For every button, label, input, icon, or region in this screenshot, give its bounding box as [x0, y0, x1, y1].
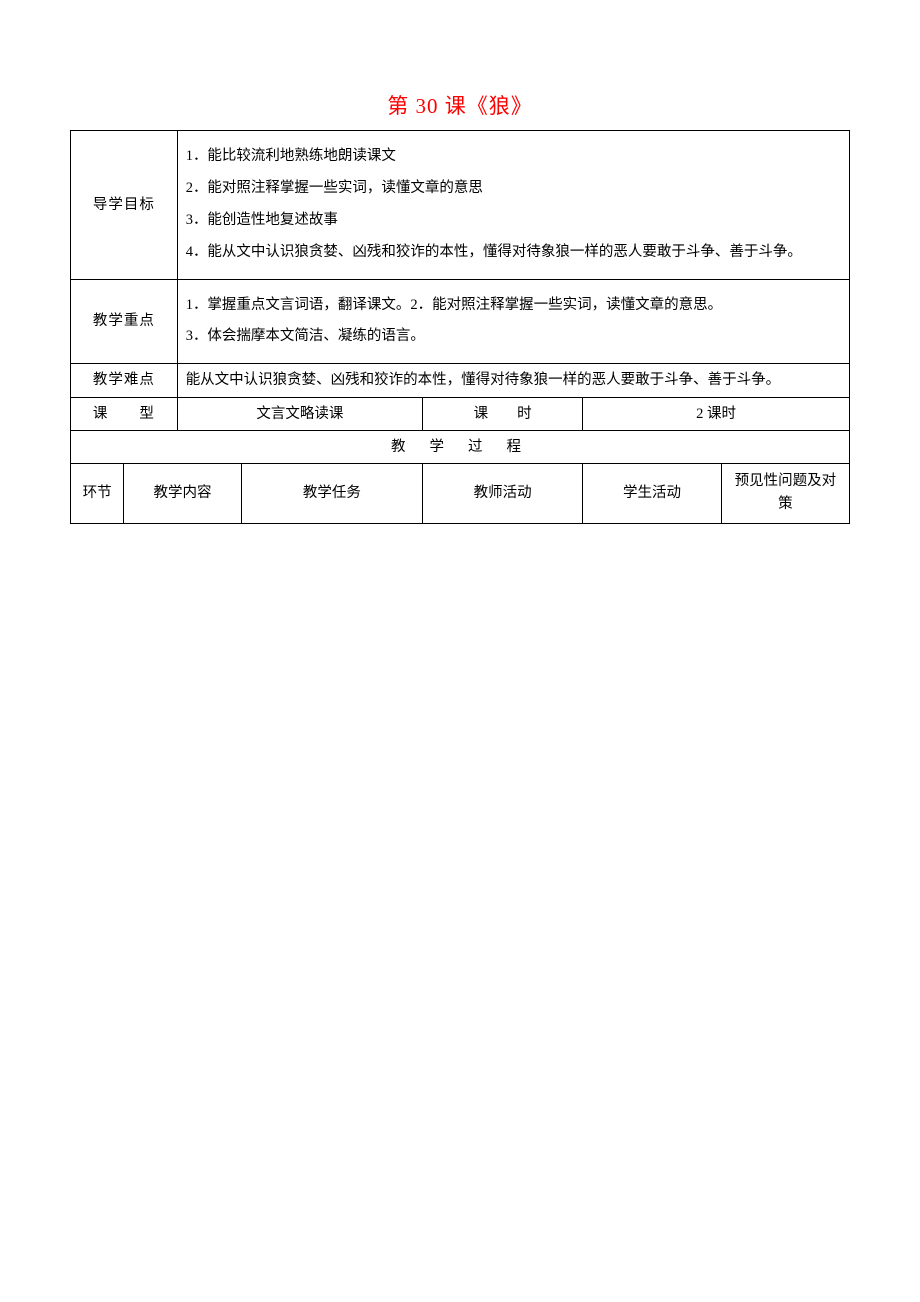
row-process-header: 教学过程 [71, 430, 850, 463]
col-teacher: 教师活动 [423, 464, 583, 523]
page-container: 第 30 课《狼》 导学目标 1．能比较流利地熟练地朗读课文 2．能对照注释掌握… [0, 0, 920, 524]
row-columns: 环节 教学内容 教学任务 教师活动 学生活动 预见性问题及对策 [71, 464, 850, 523]
document-title: 第 30 课《狼》 [70, 90, 850, 120]
row-goal: 导学目标 1．能比较流利地熟练地朗读课文 2．能对照注释掌握一些实词，读懂文章的… [71, 131, 850, 280]
col-phase: 环节 [71, 464, 124, 523]
text-difficulty: 能从文中认识狼贪婪、凶残和狡诈的本性，懂得对待象狼一样的恶人要敢于斗争、善于斗争… [177, 364, 849, 397]
value-period: 2 课时 [583, 397, 850, 430]
label-focus: 教学重点 [71, 279, 178, 364]
label-type: 课 型 [71, 397, 178, 430]
label-difficulty: 教学难点 [71, 364, 178, 397]
lesson-plan-table: 导学目标 1．能比较流利地熟练地朗读课文 2．能对照注释掌握一些实词，读懂文章的… [70, 130, 850, 524]
col-content: 教学内容 [124, 464, 241, 523]
process-header: 教学过程 [71, 430, 850, 463]
text-goal: 1．能比较流利地熟练地朗读课文 2．能对照注释掌握一些实词，读懂文章的意思 3．… [177, 131, 849, 280]
col-student: 学生活动 [583, 464, 722, 523]
row-focus: 教学重点 1．掌握重点文言词语，翻译课文。2．能对照注释掌握一些实词，读懂文章的… [71, 279, 850, 364]
row-type-period: 课 型 文言文略读课 课 时 2 课时 [71, 397, 850, 430]
text-focus: 1．掌握重点文言词语，翻译课文。2．能对照注释掌握一些实词，读懂文章的意思。 3… [177, 279, 849, 364]
label-period: 课 时 [423, 397, 583, 430]
col-task: 教学任务 [241, 464, 422, 523]
col-issues: 预见性问题及对策 [721, 464, 849, 523]
row-difficulty: 教学难点 能从文中认识狼贪婪、凶残和狡诈的本性，懂得对待象狼一样的恶人要敢于斗争… [71, 364, 850, 397]
label-goal: 导学目标 [71, 131, 178, 280]
value-type: 文言文略读课 [177, 397, 422, 430]
